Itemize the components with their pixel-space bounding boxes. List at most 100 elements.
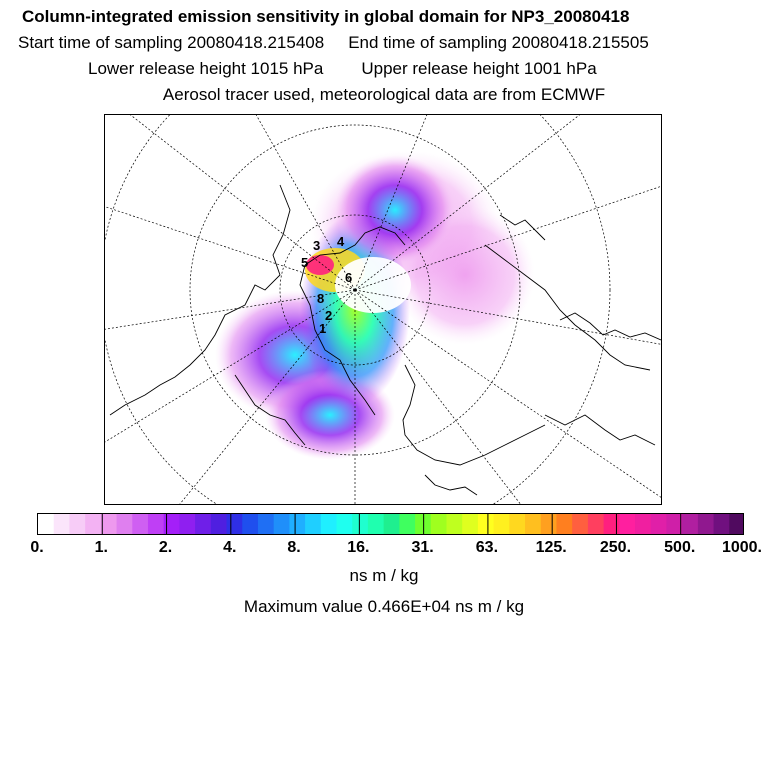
colorbar-swatch — [635, 514, 652, 534]
colorbar-swatch — [195, 514, 212, 534]
colorbar-swatch — [367, 514, 385, 534]
coastline-island — [499, 214, 546, 241]
colorbar-swatch — [289, 514, 306, 534]
coastline-asia — [559, 312, 661, 341]
colorbar-swatch — [399, 514, 416, 534]
colorbar-swatch — [257, 514, 275, 534]
colorbar-tick-label: 1000. — [721, 539, 762, 556]
colorbar-swatch — [352, 514, 369, 534]
sensitivity-field — [215, 150, 535, 460]
coastline-south — [424, 474, 478, 496]
contour-label: 3 — [313, 238, 320, 253]
colorbar-tick-label: 4. — [223, 539, 237, 556]
maximum-value: Maximum value 0.466E+04 ns m / kg — [243, 597, 525, 616]
colorbar-swatch — [226, 514, 243, 534]
colorbar-tick-label: 63. — [475, 539, 499, 556]
colorbar-tick-label: 16. — [347, 539, 370, 556]
colorbar-swatch — [666, 514, 683, 534]
colorbar-swatch — [179, 514, 196, 534]
tracer-info: Aerosol tracer used, meteorological data… — [162, 85, 606, 104]
meridian — [354, 289, 661, 498]
latitude-circle — [279, 214, 431, 366]
sampling-times: Start time of sampling 20080418.215408 En… — [18, 33, 768, 53]
coastline-hudson — [234, 374, 306, 446]
colorbar-units: ns m / kg — [349, 566, 419, 585]
colorbar-swatch — [69, 514, 86, 534]
colorbar-tick-label: 1. — [94, 539, 108, 556]
coastline-greenland-north — [304, 226, 406, 266]
colorbar-swatch — [242, 514, 259, 534]
plot-title: Column-integrated emission sensitivity i… — [22, 7, 630, 26]
contour-label: 6 — [345, 270, 352, 285]
colorbar-swatch — [305, 514, 322, 534]
colorbar-swatch — [147, 514, 165, 534]
meridian — [105, 206, 356, 291]
colorbar-swatch — [493, 514, 510, 534]
colorbar-swatch — [556, 514, 573, 534]
colorbar-swatch — [53, 514, 71, 534]
colorbar-tick-label: 0. — [30, 539, 44, 556]
meridian — [255, 115, 356, 291]
latitude-circle — [189, 124, 521, 456]
colorbar-swatch — [100, 514, 118, 534]
colorbar-swatch — [383, 514, 400, 534]
colorbar-swatch — [38, 514, 55, 534]
contour-label: 4 — [337, 234, 345, 249]
colorbar-swatch — [163, 514, 180, 534]
meridian — [354, 289, 661, 345]
colorbar-swatch — [603, 514, 620, 534]
colorbar-swatch — [525, 514, 542, 534]
colorbar-swatch — [430, 514, 448, 534]
latitude-circle — [105, 115, 611, 504]
coastline-greenland-east — [299, 264, 376, 416]
contour-label: 1 — [319, 321, 326, 336]
colorbar — [37, 513, 744, 535]
polar-map: 3 4 5 6 8 2 1 — [105, 115, 661, 504]
colorbar-swatch — [320, 514, 338, 534]
colorbar-swatch — [682, 514, 699, 534]
lower-release-label: Lower release height 1015 hPa — [88, 59, 324, 78]
coastline-east — [544, 414, 656, 446]
colorbar-swatch — [697, 514, 715, 534]
colorbar-swatch — [336, 514, 353, 534]
colorbar-swatch — [619, 514, 636, 534]
colorbar-swatch — [210, 514, 228, 534]
colorbar-swatch — [729, 514, 743, 534]
meridian — [105, 289, 356, 330]
colorbar-swatch — [572, 514, 589, 534]
colorbar-tick-label: 8. — [287, 539, 301, 556]
meridian — [130, 115, 356, 291]
colorbar-swatch — [85, 514, 102, 534]
colorbar-swatch — [477, 514, 495, 534]
gap-region — [335, 257, 411, 313]
meridian — [354, 115, 428, 291]
contour-label: 8 — [317, 291, 324, 306]
colorbar-swatch — [116, 514, 133, 534]
colorbar-tick-label: 2. — [158, 539, 173, 556]
map-panel: 3 4 5 6 8 2 1 — [104, 114, 662, 505]
release-heights: Lower release height 1015 hPa Upper relea… — [88, 59, 768, 79]
contour-labels: 3 4 5 6 8 2 1 — [301, 234, 352, 336]
end-time-label: End time of sampling 20080418.215505 — [348, 33, 649, 52]
contour-label: 2 — [325, 308, 332, 323]
colorbar-tick-label: 31. — [411, 539, 434, 556]
colorbar-swatch — [713, 514, 730, 534]
colorbar-swatch — [650, 514, 668, 534]
colorbar-swatches — [38, 514, 743, 534]
start-time-label: Start time of sampling 20080418.215408 — [18, 33, 325, 52]
colorbar-tick-label: 500. — [664, 539, 696, 556]
meridian — [354, 115, 580, 291]
plume-peak — [306, 255, 334, 275]
coastline-siberia — [484, 244, 651, 371]
colorbar-swatch — [446, 514, 463, 534]
meridian — [179, 289, 356, 504]
colorbar-swatch — [587, 514, 605, 534]
colorbar-swatch — [132, 514, 149, 534]
coastline-europe — [402, 364, 546, 466]
colorbar-swatch — [462, 514, 479, 534]
upper-release-label: Upper release height 1001 hPa — [361, 59, 597, 78]
colorbar-tick-label: 250. — [599, 539, 632, 556]
colorbar-tick-label: 125. — [535, 539, 567, 556]
colorbar-swatch — [273, 514, 290, 534]
colorbar-swatch — [540, 514, 558, 534]
